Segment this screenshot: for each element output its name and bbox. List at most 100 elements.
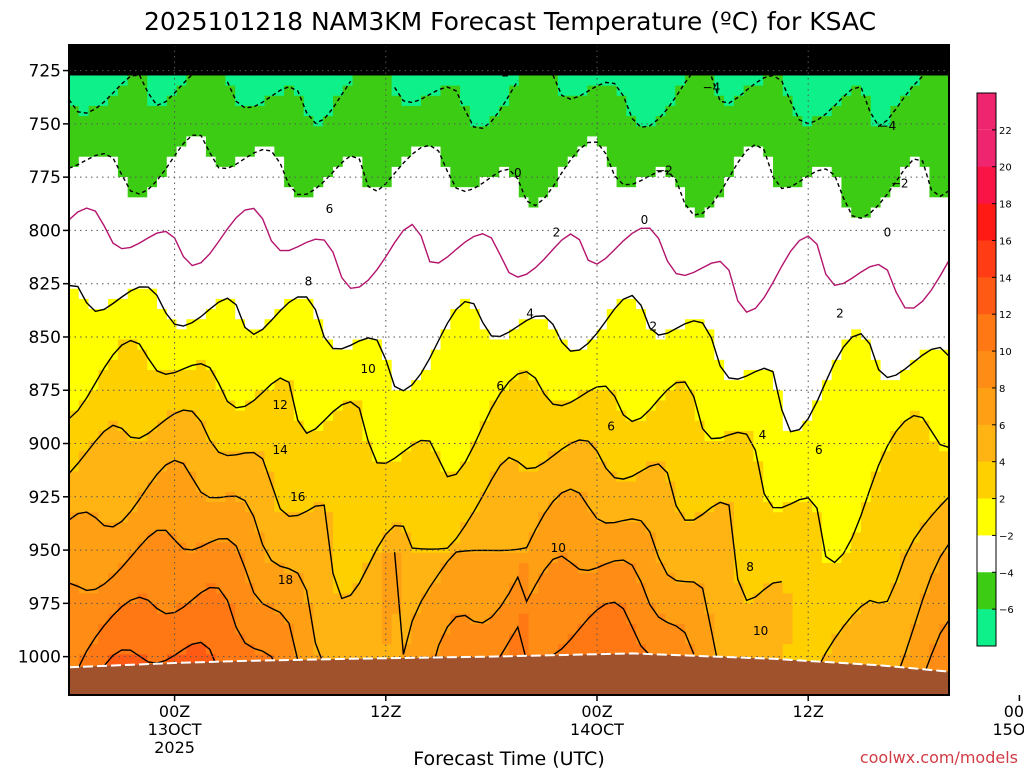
temperature-cell (186, 573, 197, 584)
temperature-cell (117, 177, 129, 188)
temperature-cell (469, 512, 481, 523)
temperature-cell (108, 573, 119, 584)
temperature-cell (802, 268, 813, 280)
temperature-cell (421, 187, 432, 198)
temperature-cell (733, 451, 745, 463)
temperature-cell (235, 217, 246, 229)
temperature-cell (323, 390, 334, 402)
temperature-cell (411, 481, 422, 493)
temperature-cell (421, 146, 432, 158)
temperature-cell (225, 634, 236, 645)
temperature-cell (127, 85, 139, 97)
temperature-cell (186, 177, 197, 188)
temperature-cell (557, 65, 569, 77)
temperature-cell (763, 400, 774, 412)
temperature-cell (303, 268, 315, 280)
temperature-cell (685, 278, 696, 290)
temperature-cell (166, 430, 178, 442)
temperature-cell (479, 613, 491, 625)
temperature-cell (381, 197, 393, 209)
temperature-cell (548, 512, 559, 523)
temperature-cell (665, 552, 676, 564)
temperature-cell (235, 349, 246, 361)
temperature-cell (98, 258, 109, 270)
temperature-cell (127, 136, 139, 148)
temperature-cell (587, 532, 598, 544)
temperature-cell (645, 491, 657, 503)
temperature-cell (108, 613, 119, 625)
temperature-cell (724, 126, 735, 138)
temperature-cell (78, 359, 90, 371)
temperature-cell (724, 116, 735, 127)
temperature-cell (636, 481, 647, 493)
temperature-cell (98, 532, 109, 544)
temperature-cell (714, 126, 725, 138)
temperature-cell (802, 420, 813, 432)
temperature-cell (264, 522, 275, 534)
temperature-cell (225, 126, 236, 138)
temperature-cell (763, 288, 774, 300)
temperature-cell (479, 227, 491, 239)
temperature-cell (548, 542, 559, 554)
temperature-cell (117, 268, 129, 280)
temperature-cell (675, 410, 686, 422)
temperature-cell (264, 237, 275, 249)
temperature-cell (147, 370, 158, 381)
temperature-cell (509, 45, 520, 56)
temperature-cell (421, 268, 432, 280)
temperature-cell (469, 278, 481, 290)
temperature-cell (411, 329, 422, 341)
temperature-cell (694, 522, 706, 534)
temperature-cell (665, 400, 676, 412)
temperature-cell (685, 552, 696, 564)
temperature-cell (518, 75, 530, 87)
temperature-cell (812, 217, 823, 229)
temperature-cell (254, 309, 266, 320)
temperature-cell (352, 400, 363, 412)
temperature-cell (450, 55, 461, 66)
temperature-cell (675, 644, 686, 655)
temperature-cell (78, 410, 90, 422)
temperature-cell (205, 116, 217, 127)
temperature-cell (509, 583, 520, 595)
temperature-cell (430, 146, 442, 158)
temperature-cell (802, 105, 813, 117)
temperature-cell (694, 400, 706, 412)
temperature-cell (509, 85, 520, 97)
temperature-cell (831, 65, 843, 77)
temperature-cell (489, 309, 500, 320)
temperature-cell (264, 207, 275, 219)
temperature-cell (196, 248, 207, 259)
temperature-cell (284, 227, 295, 239)
temperature-cell (489, 593, 500, 605)
temperature-cell (303, 542, 315, 554)
temperature-cell (460, 380, 471, 391)
temperature-cell (401, 583, 412, 595)
temperature-cell (245, 217, 256, 229)
temperature-cell (469, 136, 481, 148)
temperature-cell (773, 441, 784, 452)
temperature-cell (694, 461, 706, 473)
temperature-cell (773, 237, 784, 249)
temperature-cell (323, 370, 334, 381)
temperature-cell (381, 502, 393, 513)
temperature-cell (821, 603, 833, 615)
temperature-cell (479, 532, 491, 544)
temperature-cell (78, 623, 90, 635)
temperature-cell (362, 491, 373, 503)
temperature-cell (567, 197, 579, 209)
temperature-cell (372, 227, 383, 239)
temperature-cell (166, 512, 178, 523)
temperature-cell (733, 187, 745, 198)
temperature-cell (225, 95, 236, 107)
temperature-cell (763, 309, 774, 320)
temperature-cell (782, 187, 794, 198)
temperature-cell (704, 461, 715, 473)
temperature-cell (587, 339, 598, 351)
temperature-cell (597, 116, 608, 127)
temperature-cell (108, 400, 119, 412)
temperature-cell (499, 532, 510, 544)
temperature-cell (323, 227, 334, 239)
temperature-cell (636, 298, 647, 310)
temperature-cell (626, 370, 637, 381)
